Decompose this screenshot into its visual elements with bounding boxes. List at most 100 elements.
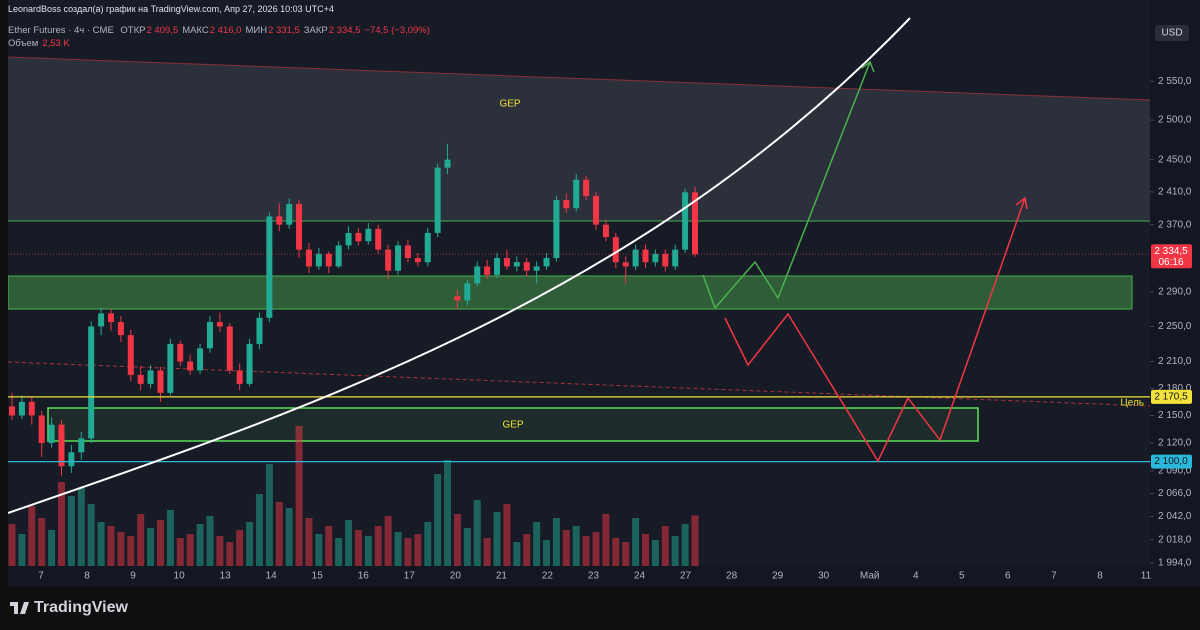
volume-bar: [176, 538, 184, 566]
volume-bar: [483, 538, 491, 566]
volume-bar: [463, 528, 471, 566]
volume-bar: [651, 540, 659, 566]
volume-bar: [453, 514, 461, 566]
volume-bar: [315, 534, 323, 566]
plot-background: [8, 0, 1150, 566]
x-tick-label: Май: [860, 571, 880, 582]
x-tick-label: 28: [726, 571, 738, 582]
candle-body: [404, 245, 411, 258]
x-tick-label: 14: [266, 571, 278, 582]
candle-body: [612, 237, 619, 263]
candle-body: [315, 253, 322, 267]
volume-bar: [444, 460, 452, 566]
volume-bar: [137, 514, 145, 566]
candle-body: [563, 200, 570, 209]
candle-body: [484, 266, 491, 275]
candle-body: [335, 245, 342, 267]
candle-body: [38, 415, 45, 444]
volume-bar: [147, 528, 155, 566]
legend: Ether Futures · 4ч · CME ОТКР2 409,5 МАКС…: [8, 25, 434, 36]
price-label: 2 100,0: [1154, 456, 1188, 467]
volume-bar: [18, 534, 26, 566]
zone-label: GEP: [499, 99, 520, 110]
candle-body: [375, 228, 382, 250]
volume-bar: [216, 536, 224, 566]
candle-body: [652, 253, 659, 263]
volume-bar: [394, 532, 402, 566]
volume-bar: [325, 526, 333, 566]
x-tick-label: 10: [174, 571, 186, 582]
volume-bar: [533, 522, 541, 566]
volume-bar: [107, 526, 115, 566]
y-tick-label: 2 042,0: [1158, 511, 1192, 522]
field-value: 2 416,0: [209, 25, 242, 36]
candle-body: [365, 228, 372, 242]
arrowhead: [1015, 196, 1028, 210]
x-tick-label: 16: [358, 571, 370, 582]
candle-body: [216, 322, 223, 327]
volume-bar: [275, 502, 283, 566]
price-axis: [1150, 0, 1200, 586]
volume-bar: [582, 536, 590, 566]
currency-box: [1155, 25, 1189, 41]
candle-body: [236, 370, 243, 384]
volume-bar: [265, 464, 273, 566]
overlays: GEP GEP: [8, 17, 1028, 514]
candle-body: [454, 296, 461, 301]
volume-bar: [671, 536, 679, 566]
y-tick-label: 2 210,0: [1158, 356, 1192, 367]
candle-body: [672, 249, 679, 267]
change: −74,5 (−3,09%): [364, 25, 430, 36]
volume-bar: [543, 540, 551, 566]
x-tick-label: 8: [84, 571, 90, 582]
volume-bar: [8, 524, 16, 566]
candle-body: [622, 262, 629, 267]
demand-zone: [8, 275, 1133, 310]
x-tick-label: 27: [680, 571, 692, 582]
field-value: 2 334,5: [328, 25, 361, 36]
y-tick-label: 2 090,0: [1158, 466, 1192, 477]
volume-bar: [127, 536, 135, 566]
candle-body: [286, 204, 293, 225]
x-tick-label: 13: [220, 571, 232, 582]
candle-body: [642, 249, 649, 263]
candle-body: [147, 370, 154, 384]
volume-bar: [493, 512, 501, 566]
last-price-box: [1151, 244, 1192, 269]
resistance-line: [8, 56, 1150, 101]
candle-body: [523, 262, 530, 271]
candle-body: [573, 179, 580, 209]
candle-body: [98, 313, 105, 327]
y-tick-label: 2 550,0: [1158, 76, 1192, 87]
price-label-box: [1151, 389, 1192, 404]
volume-bar: [166, 510, 174, 566]
candle-body: [137, 374, 144, 384]
volume-bar: [117, 532, 125, 566]
candle-body: [117, 322, 124, 336]
candle-body: [602, 224, 609, 238]
volume-bar: [384, 516, 392, 566]
gap-box: [47, 407, 979, 442]
time-axis: [8, 566, 1150, 586]
arrowhead: [861, 60, 875, 73]
volume-bar: [226, 542, 234, 566]
y-tick-label: 2 500,0: [1158, 115, 1192, 126]
volume-bar: [38, 518, 46, 566]
candle-body: [167, 343, 174, 393]
candle-body: [692, 192, 698, 255]
y-tick-label: 2 066,0: [1158, 488, 1192, 499]
volume-bar: [77, 488, 85, 566]
volume-bar: [374, 526, 382, 566]
volume-bar: [236, 530, 244, 566]
price-label: 2 170,5: [1154, 392, 1188, 403]
x-tick-label: 7: [38, 571, 44, 582]
volume-bar: [156, 520, 164, 566]
candle-body: [345, 232, 352, 246]
volume-bar: [473, 500, 481, 566]
volume-bar: [523, 534, 531, 566]
candle-body: [58, 424, 65, 467]
field-value: 2 409,5: [146, 25, 179, 36]
volume-bar: [632, 518, 640, 566]
candle-body: [78, 438, 85, 453]
x-tick-label: 11: [1141, 571, 1152, 582]
